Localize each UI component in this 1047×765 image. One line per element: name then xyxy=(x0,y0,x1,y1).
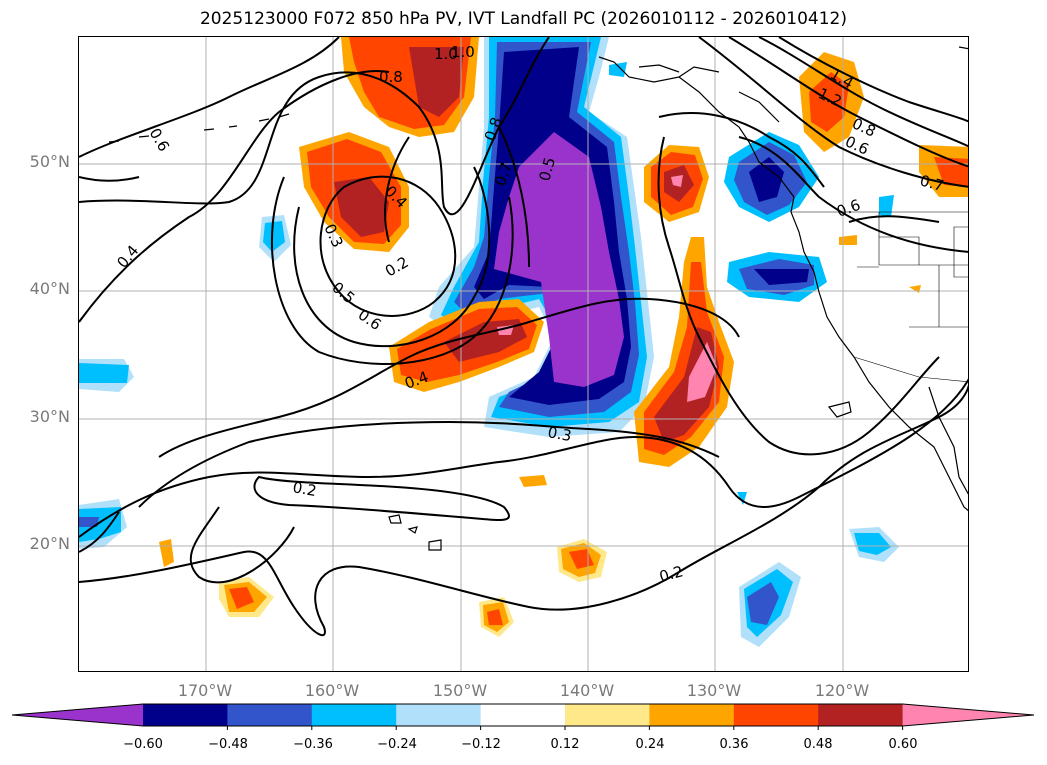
lon-label-150w: 150°W xyxy=(432,681,488,700)
colorbar-segment xyxy=(396,704,482,726)
colorbar-tick: 0.60 xyxy=(888,737,918,752)
pv-shading xyxy=(79,37,968,647)
colorbar-segment xyxy=(143,704,228,726)
lon-label-140w: 140°W xyxy=(559,681,615,700)
map-panel[interactable]: 0.6 0.4 1.0 0.8 1.0 0.8 0.7 0.5 0.4 0.3 … xyxy=(78,36,969,672)
contour-label: 1.0 xyxy=(451,43,475,61)
lat-label-30n: 30°N xyxy=(29,407,70,426)
lon-label-130w: 130°W xyxy=(686,681,742,700)
coastlines xyxy=(108,46,968,551)
lat-label-20n: 20°N xyxy=(29,534,70,553)
graticule xyxy=(79,37,968,671)
contour-label: 0.7 xyxy=(918,171,946,195)
contour-label: 0.6 xyxy=(834,196,863,221)
colorbar-segment xyxy=(649,704,735,726)
colorbar-segment xyxy=(480,704,566,726)
contour-label: 0.2 xyxy=(382,253,412,281)
lon-label-170w: 170°W xyxy=(177,681,233,700)
colorbar-tick: −0.12 xyxy=(461,737,501,752)
contour-label: 0.8 xyxy=(379,68,403,86)
colorbar-segment xyxy=(565,704,650,726)
colorbar-tick: 0.24 xyxy=(635,737,665,752)
colorbar-segments xyxy=(11,703,1035,730)
colorbar xyxy=(11,703,1035,730)
colorbar-tick: 0.36 xyxy=(719,737,749,752)
colorbar-segment xyxy=(733,704,819,726)
colorbar-extend-max xyxy=(902,704,1034,726)
contour-label: 0.2 xyxy=(657,562,685,586)
colorbar-tick: −0.60 xyxy=(123,737,163,752)
lon-label-160w: 160°W xyxy=(304,681,360,700)
lat-label-40n: 40°N xyxy=(29,279,70,298)
colorbar-segment xyxy=(818,704,904,726)
contour-label: 0.6 xyxy=(355,306,385,334)
pc-contours xyxy=(79,37,968,637)
colorbar-tick: −0.36 xyxy=(293,737,333,752)
colorbar-tick: 0.48 xyxy=(803,737,833,752)
colorbar-tick: 0.12 xyxy=(550,737,580,752)
colorbar-outline xyxy=(11,703,1035,727)
map-canvas[interactable]: 0.6 0.4 1.0 0.8 1.0 0.8 0.7 0.5 0.4 0.3 … xyxy=(79,37,969,672)
contour-label: 0.5 xyxy=(535,155,559,183)
colorbar-segment xyxy=(311,704,397,726)
lon-label-120w: 120°W xyxy=(814,681,870,700)
colorbar-tick: −0.48 xyxy=(208,737,248,752)
political-borders xyxy=(791,211,968,383)
contour-label: 1.0 xyxy=(434,45,458,63)
colorbar-tick: −0.24 xyxy=(377,737,417,752)
contour-label: 0.2 xyxy=(291,478,318,500)
contour-label: 0.4 xyxy=(113,242,142,272)
contour-label: 0.3 xyxy=(546,423,573,445)
colorbar-segment xyxy=(227,704,313,726)
page-title: 2025123000 F072 850 hPa PV, IVT Landfall… xyxy=(199,9,847,29)
colorbar-extend-min xyxy=(12,704,143,726)
lat-label-50n: 50°N xyxy=(29,152,70,171)
